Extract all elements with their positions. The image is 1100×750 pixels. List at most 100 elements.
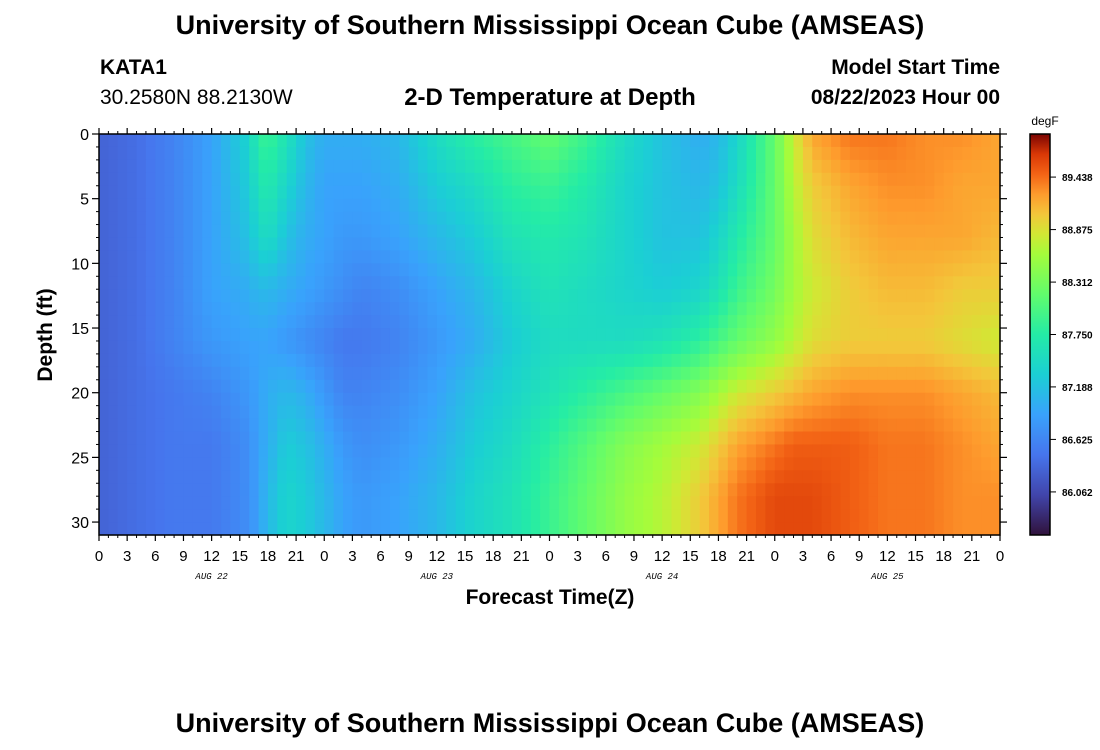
heatmap-cell — [971, 172, 982, 187]
heatmap-cell — [296, 276, 307, 290]
heatmap-cell — [587, 522, 598, 536]
heatmap-cell — [755, 302, 766, 316]
heatmap-cell — [906, 509, 917, 523]
heatmap-cell — [812, 224, 823, 239]
heatmap-cell — [981, 496, 992, 510]
heatmap-cell — [859, 470, 870, 484]
heatmap-cell — [267, 328, 278, 342]
heatmap-cell — [558, 315, 569, 329]
heatmap-cell — [155, 172, 166, 187]
heatmap-cell — [192, 198, 203, 213]
heatmap-cell — [962, 379, 973, 394]
heatmap-cell — [418, 379, 429, 394]
heatmap-cell — [549, 224, 560, 239]
heatmap-cell — [943, 250, 954, 264]
heatmap-cell — [436, 276, 447, 290]
heatmap-cell — [361, 483, 372, 497]
heatmap-cell — [361, 431, 372, 446]
heatmap-cell — [596, 159, 607, 174]
heatmap-cell — [793, 353, 804, 368]
heatmap-cell — [380, 431, 391, 446]
heatmap-cell — [577, 340, 588, 355]
heatmap-cell — [399, 483, 410, 497]
heatmap-cell — [361, 496, 372, 510]
heatmap-cell — [906, 172, 917, 187]
heatmap-cell — [380, 315, 391, 329]
heatmap-cell — [587, 185, 598, 200]
heatmap-cell — [812, 276, 823, 290]
heatmap-cell — [389, 289, 400, 303]
heatmap-cell — [296, 146, 307, 161]
heatmap-cell — [117, 198, 128, 213]
x-tick-label: 0 — [771, 548, 779, 565]
heatmap-cell — [906, 250, 917, 264]
heatmap-cell — [202, 315, 213, 329]
heatmap-cell — [296, 392, 307, 407]
heatmap-cell — [493, 146, 504, 161]
heatmap-cell — [249, 211, 260, 226]
heatmap-cell — [662, 457, 673, 471]
heatmap-cell — [418, 185, 429, 200]
heatmap-cell — [915, 328, 926, 342]
heatmap-cell — [680, 328, 691, 342]
heatmap-cell — [183, 470, 194, 484]
heatmap-cell — [230, 496, 241, 510]
heatmap-cell — [812, 340, 823, 355]
heatmap-cell — [211, 379, 222, 394]
heatmap-cell — [887, 366, 898, 381]
heatmap-cell — [943, 328, 954, 342]
heatmap-cell — [709, 470, 720, 484]
heatmap-cell — [436, 211, 447, 226]
heatmap-cell — [427, 418, 438, 433]
heatmap-cell — [164, 340, 175, 355]
heatmap-cell — [737, 198, 748, 213]
heatmap-cell — [812, 263, 823, 277]
heatmap-cell — [718, 276, 729, 290]
heatmap-cell — [924, 379, 935, 394]
heatmap-cell — [267, 159, 278, 174]
heatmap-cell — [324, 211, 335, 226]
heatmap-cell — [971, 444, 982, 458]
heatmap-cell — [755, 315, 766, 329]
heatmap-cell — [680, 444, 691, 458]
heatmap-cell — [690, 418, 701, 433]
heatmap-cell — [174, 263, 185, 277]
heatmap-cell — [230, 340, 241, 355]
heatmap-cell — [258, 185, 269, 200]
heatmap-cell — [530, 237, 541, 252]
heatmap-cell — [352, 328, 363, 342]
heatmap-cell — [812, 470, 823, 484]
heatmap-cell — [643, 405, 654, 420]
heatmap-cell — [624, 198, 635, 213]
heatmap-cell — [568, 263, 579, 277]
heatmap-cell — [202, 405, 213, 420]
heatmap-cell — [192, 315, 203, 329]
heatmap-cell — [840, 198, 851, 213]
heatmap-cell — [530, 224, 541, 239]
heatmap-cell — [624, 159, 635, 174]
heatmap-cell — [324, 146, 335, 161]
heatmap-cell — [474, 457, 485, 471]
heatmap-cell — [127, 509, 138, 523]
heatmap-cell — [99, 392, 109, 407]
heatmap-cell — [587, 405, 598, 420]
heatmap-cell — [784, 237, 795, 252]
heatmap-cell — [680, 496, 691, 510]
heatmap-cell — [249, 353, 260, 368]
heatmap-cell — [174, 496, 185, 510]
heatmap-cell — [296, 263, 307, 277]
heatmap-cell — [915, 211, 926, 226]
heatmap-cell — [183, 431, 194, 446]
heatmap-cell — [765, 496, 776, 510]
heatmap-cell — [943, 418, 954, 433]
heatmap-cell — [587, 470, 598, 484]
heatmap-cell — [849, 302, 860, 316]
heatmap-cell — [258, 315, 269, 329]
colorbar-tick-label: 88.875 — [1062, 226, 1093, 237]
heatmap-cell — [296, 405, 307, 420]
heatmap-cell — [493, 276, 504, 290]
heatmap-cell — [408, 237, 419, 252]
heatmap-cell — [474, 418, 485, 433]
heatmap-cell — [615, 444, 626, 458]
heatmap-cell — [615, 289, 626, 303]
